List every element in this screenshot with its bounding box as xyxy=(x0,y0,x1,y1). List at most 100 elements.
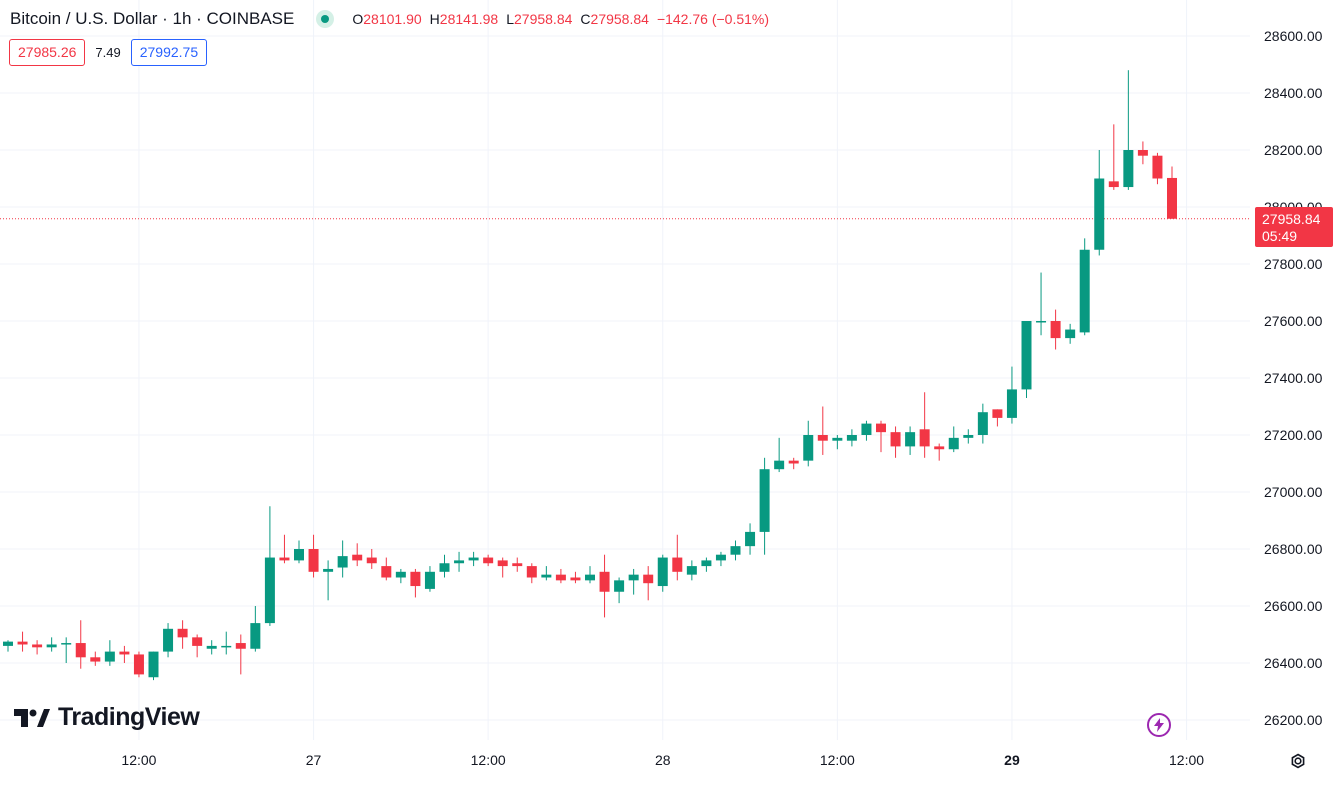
candle-body xyxy=(526,566,537,578)
candle xyxy=(599,554,610,618)
candle-body xyxy=(17,641,28,645)
candle-body xyxy=(1036,321,1047,323)
candle-body xyxy=(745,531,756,547)
candle xyxy=(119,645,130,663)
candle xyxy=(934,443,945,461)
y-tick-label: 28400.00 xyxy=(1264,85,1323,101)
candle xyxy=(61,637,72,663)
y-tick-label: 26200.00 xyxy=(1264,712,1323,728)
sell-button[interactable]: 27985.26 xyxy=(9,39,86,66)
candle-body xyxy=(424,571,435,589)
candle-body xyxy=(381,566,392,578)
candle-body xyxy=(1050,321,1061,339)
candle-body xyxy=(585,574,595,581)
candle xyxy=(1123,70,1134,190)
y-tick-label: 26600.00 xyxy=(1264,598,1323,614)
candle xyxy=(410,568,421,598)
x-tick-label: 12:00 xyxy=(1169,752,1204,768)
y-tick-label: 26400.00 xyxy=(1264,655,1323,671)
candle-body xyxy=(206,645,217,649)
candle xyxy=(323,560,334,601)
candle-body xyxy=(977,412,988,435)
tradingview-logo[interactable]: TradingView xyxy=(14,703,200,732)
buy-button[interactable]: 27992.75 xyxy=(130,39,208,66)
candle-body xyxy=(90,657,101,662)
candle xyxy=(715,551,726,567)
candle xyxy=(206,640,217,655)
price-axis[interactable]: 26200.00 26400.00 26600.00 26800.00 27000.00… xyxy=(1264,28,1323,728)
change-value: −142.76 (−0.51%) xyxy=(656,11,770,27)
candle-body xyxy=(657,557,668,587)
candle xyxy=(788,457,799,470)
bolt-icon[interactable] xyxy=(1147,713,1171,737)
candle xyxy=(876,420,886,453)
candle xyxy=(497,557,508,578)
time-axis[interactable]: 12:00 27 12:00 28 12:00 29 12:00 xyxy=(121,752,1204,768)
candle xyxy=(701,557,712,572)
candle-body xyxy=(1123,150,1134,188)
tradingview-logo-text: TradingView xyxy=(58,703,200,731)
candle-body xyxy=(614,580,625,592)
candle-body xyxy=(1079,249,1090,333)
candle xyxy=(526,563,537,584)
candle-body xyxy=(468,557,479,561)
candle xyxy=(3,640,13,652)
candle xyxy=(512,557,523,572)
candle-body xyxy=(148,651,159,678)
candle-body xyxy=(992,409,1003,418)
candle xyxy=(774,437,785,473)
quote-row: 27985.26 7.49 27992.75 xyxy=(9,39,208,66)
candle xyxy=(963,429,974,444)
candle xyxy=(439,554,450,578)
x-tick-label: 12:00 xyxy=(471,752,506,768)
candle-body xyxy=(119,651,130,655)
candle xyxy=(32,640,43,655)
candle-body xyxy=(1094,178,1105,250)
candles-layer xyxy=(3,70,1177,681)
candle-body xyxy=(570,577,581,581)
candle-body xyxy=(934,446,945,450)
candle-body xyxy=(628,574,639,581)
candle-body xyxy=(454,560,465,564)
candle-body xyxy=(672,557,683,572)
y-tick-label: 27800.00 xyxy=(1264,256,1323,272)
settings-gear-icon[interactable] xyxy=(1288,751,1308,771)
chart-grid xyxy=(0,0,1250,740)
y-tick-label: 26800.00 xyxy=(1264,541,1323,557)
chart-header: Bitcoin / U.S. Dollar · 1h · COINBASE O2… xyxy=(10,8,769,30)
candle-body xyxy=(919,429,930,447)
candle-body xyxy=(410,571,421,587)
candle-body xyxy=(963,435,974,438)
candle xyxy=(1079,238,1090,336)
candle-body xyxy=(555,574,566,581)
candle-body xyxy=(1065,329,1076,339)
x-tick-label: 12:00 xyxy=(121,752,156,768)
bolt-glyph xyxy=(1154,718,1164,732)
candle xyxy=(366,549,377,569)
candle xyxy=(672,534,683,581)
candle-body xyxy=(541,574,552,578)
candle xyxy=(890,426,901,458)
x-tick-label: 12:00 xyxy=(820,752,855,768)
symbol-title[interactable]: Bitcoin / U.S. Dollar · 1h · COINBASE xyxy=(10,9,295,28)
candle xyxy=(133,651,144,678)
candle xyxy=(294,540,304,564)
open-value: 28101.90 xyxy=(363,11,422,27)
candle xyxy=(1021,321,1032,398)
candle-body xyxy=(890,432,901,447)
candle xyxy=(628,568,639,595)
candle-body xyxy=(715,554,726,561)
candle xyxy=(46,637,57,652)
ohlc-values: O28101.90 H28141.98 L27958.84 C27958.84 … xyxy=(352,11,769,27)
candle-body xyxy=(483,557,494,564)
candle xyxy=(148,651,159,681)
candle xyxy=(352,543,363,567)
candle xyxy=(279,534,290,564)
candle xyxy=(657,554,668,592)
candle xyxy=(686,560,697,581)
candle xyxy=(454,551,465,572)
candle-body xyxy=(264,557,275,624)
last-price-value: 27958.84 xyxy=(1262,211,1321,227)
candle xyxy=(1094,150,1105,256)
